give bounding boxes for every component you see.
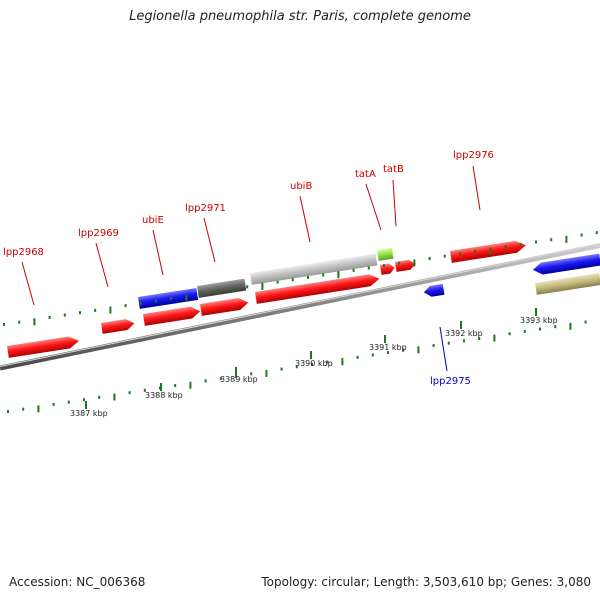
gene-leader-line (203, 217, 216, 263)
gene-label-lpp2975: lpp2975 (430, 376, 471, 387)
gene-label-ubiB: ubiB (290, 181, 312, 192)
scale-label: 3393 kbp (520, 316, 558, 325)
feature-blue-reverse-block (532, 253, 600, 275)
gene-label-tatB: tatB (383, 164, 404, 175)
feature-tatB (395, 259, 416, 272)
scale-label: 3392 kbp (445, 329, 483, 338)
scale-label: 3390 kbp (295, 359, 333, 368)
gene-label-lpp2976: lpp2976 (453, 150, 494, 161)
feature-dark-grey-block (197, 278, 247, 298)
gene-leader-line (472, 165, 481, 211)
feature-khaki-block (535, 273, 600, 295)
map-title: Legionella pneumophila str. Paris, compl… (129, 9, 471, 24)
gene-label-ubiE: ubiE (142, 215, 164, 226)
feature-lpp2971 (200, 298, 249, 316)
scale-label: 3389 kbp (220, 375, 258, 384)
feature-ubiE (143, 306, 201, 326)
gene-label-lpp2971: lpp2971 (185, 203, 226, 214)
gene-leader-line (21, 261, 35, 306)
feature-lpp2976 (450, 240, 527, 263)
gene-leader-line (152, 229, 164, 276)
feature-ubiB (255, 274, 380, 304)
scale-label: 3388 kbp (145, 391, 183, 400)
feature-light-green-block (377, 247, 394, 261)
scale-label: 3391 kbp (369, 343, 407, 352)
gene-leader-line (95, 242, 109, 288)
gene-leader-line (365, 183, 382, 231)
gene-label-lpp2968: lpp2968 (3, 247, 44, 258)
feature-tatA (380, 263, 395, 275)
gene-leader-line (392, 179, 397, 227)
feature-blue-block (138, 287, 199, 309)
gene-leader-line (439, 326, 448, 372)
accession-label: Accession: NC_006368 (9, 575, 146, 589)
scale-label: 3387 kbp (70, 409, 108, 418)
feature-light-grey-block (250, 253, 378, 285)
genome-backbone-highlight (0, 243, 600, 367)
feature-lpp2975 (423, 283, 445, 297)
gene-leader-line (299, 195, 311, 243)
gene-label-tatA: tatA (355, 169, 376, 180)
feature-lpp2968 (7, 336, 80, 358)
feature-lpp2969 (101, 319, 135, 334)
genome-backbone (0, 243, 600, 371)
gene-label-lpp2969: lpp2969 (78, 228, 119, 239)
genome-summary: Topology: circular; Length: 3,503,610 bp… (261, 575, 591, 589)
